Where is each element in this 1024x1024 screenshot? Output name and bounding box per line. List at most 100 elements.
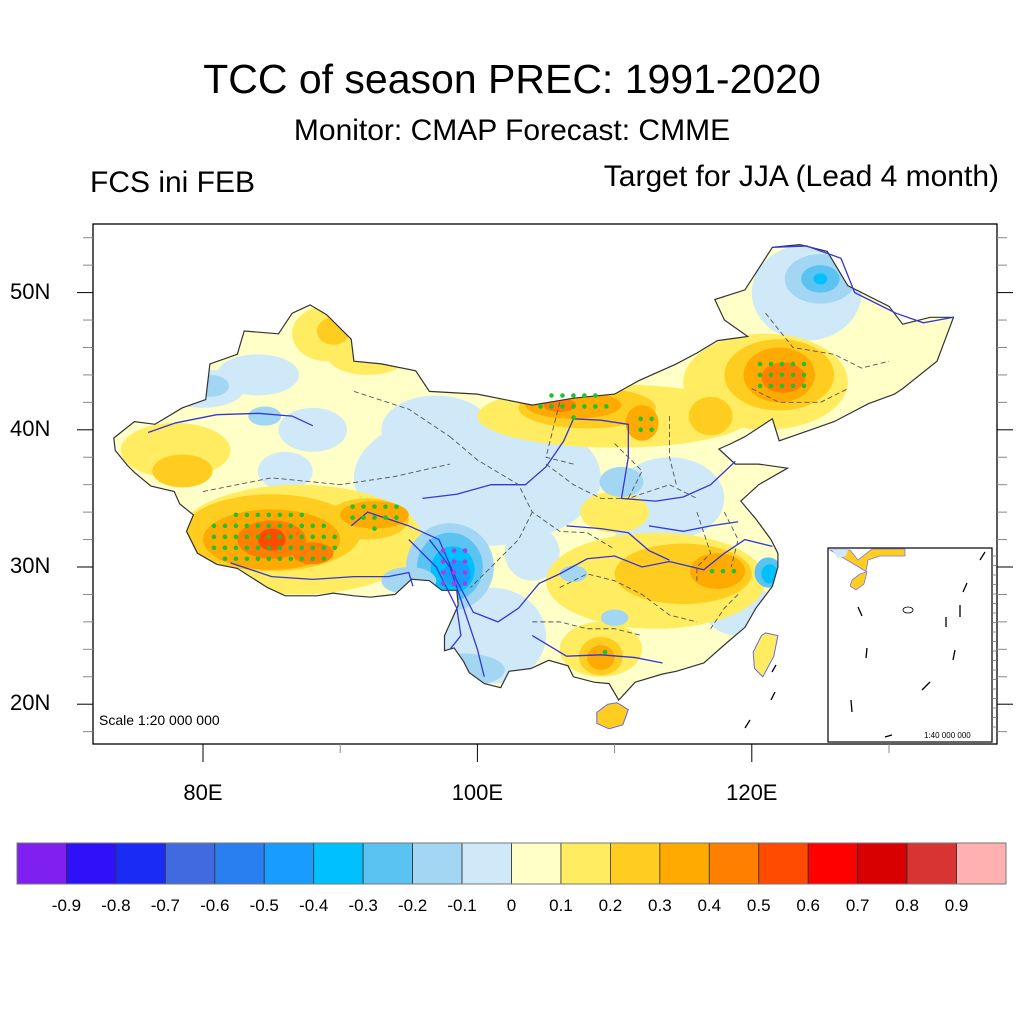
stipple-dot	[288, 545, 294, 551]
inset-island	[902, 606, 914, 614]
stipple-dot	[582, 393, 587, 398]
stipple-dot	[801, 361, 807, 367]
contour-region	[688, 396, 733, 436]
figure-subtitle: Monitor: CMAP Forecast: CMME	[293, 114, 731, 147]
stipple-dot	[255, 545, 261, 551]
colorbar-frame	[16, 842, 1007, 885]
stipple-dot	[266, 556, 272, 562]
nine-dash-line-segment	[921, 681, 931, 691]
stipple-dot	[361, 515, 366, 520]
river	[428, 539, 485, 677]
stipple-dot	[801, 383, 807, 389]
stipple-dot	[790, 372, 796, 378]
province-border	[669, 416, 677, 485]
stipple-dot	[350, 504, 355, 509]
province-border	[710, 594, 739, 629]
stipple-dot	[462, 559, 468, 564]
stipple-dot	[731, 568, 737, 574]
nine-dash-line-segment	[770, 691, 776, 701]
province-borders	[202, 312, 890, 637]
stipple-dot	[361, 504, 366, 509]
stipple-dot	[244, 556, 250, 562]
stipple-dot	[604, 404, 609, 409]
lon-tick-label: 80E	[183, 780, 223, 805]
colorbar-box	[610, 842, 661, 885]
stipple-dot	[288, 512, 294, 518]
taiwan-island	[752, 632, 779, 678]
stipple-dot	[266, 534, 272, 540]
colorbar-tick-label: -0.3	[348, 896, 378, 915]
province-border	[723, 511, 739, 568]
lat-tick-label: 30N	[10, 553, 51, 578]
stipple-dot	[288, 556, 294, 562]
stipple-dot	[560, 404, 565, 409]
inset-scale-label: 1:40 000 000	[924, 731, 971, 740]
hainan-island	[596, 702, 629, 730]
stipple-dot	[593, 393, 598, 398]
stipple-dot	[372, 515, 377, 520]
stipple-dot	[757, 383, 763, 389]
stipple-dot	[244, 545, 250, 551]
contour-region	[152, 454, 213, 488]
nine-dash-line-segment	[771, 664, 777, 673]
stipple-dot	[299, 556, 305, 562]
figure-title: TCC of season PREC: 1991-2020	[203, 56, 821, 102]
province-border	[545, 463, 698, 499]
river	[350, 511, 773, 623]
contour-region	[422, 653, 505, 687]
colorbar-box	[956, 842, 1007, 885]
contour-region	[559, 565, 588, 583]
stipple-dot	[757, 372, 763, 378]
stipple-dot	[277, 534, 283, 540]
contour-region	[587, 645, 615, 670]
stipple-dot	[255, 512, 261, 518]
contour-region	[278, 407, 348, 452]
stipple-dot	[462, 570, 468, 575]
stipple-dot	[321, 534, 327, 540]
stipple-dot	[255, 534, 261, 540]
stipple-dot	[288, 534, 294, 540]
stipple-dot	[299, 545, 305, 551]
inset-region	[832, 550, 848, 558]
contour-region	[690, 553, 745, 589]
stipple-dot	[332, 545, 338, 551]
stipple-dot	[768, 361, 774, 367]
colorbar-tick-label: -0.9	[51, 896, 82, 915]
colorbar-box	[214, 842, 265, 885]
colorbar-box	[412, 842, 463, 885]
axis-ticks	[77, 237, 1013, 762]
colorbar-tick-label: -0.4	[299, 896, 329, 915]
stipple-dot	[462, 548, 468, 553]
stipple-dot	[244, 534, 250, 540]
colorbar-box	[164, 842, 216, 885]
lat-tick-label: 20N	[10, 690, 51, 716]
stipple-dot	[266, 545, 272, 551]
colorbar-tick-label: -0.2	[397, 896, 428, 915]
stipple-dot	[593, 404, 598, 409]
stipple-dot	[222, 523, 228, 529]
contour-region	[580, 491, 649, 533]
stipple-dot	[440, 581, 446, 586]
china-border	[113, 243, 955, 702]
stipple-dot	[233, 523, 239, 529]
lat-tick-label: 50N	[10, 278, 51, 304]
stipple-dot	[277, 512, 283, 518]
stipple-dot	[350, 515, 355, 520]
colorbar-box	[263, 842, 315, 885]
lat-tick-label: 40N	[10, 415, 51, 441]
stipple-dot	[757, 361, 763, 367]
stipple-dot	[310, 545, 316, 551]
stipple-dot	[321, 556, 327, 562]
province-border	[470, 511, 533, 588]
stipple-dot	[768, 383, 774, 389]
colorbar-box	[362, 842, 413, 885]
stipple-dot	[266, 512, 272, 518]
stipple-dot	[549, 393, 554, 398]
colorbar-tick-label: -0.7	[150, 896, 180, 915]
stipple-dot	[222, 545, 228, 551]
stipple-dot	[790, 361, 796, 367]
contour-region	[381, 395, 492, 465]
province-border	[545, 402, 574, 465]
colorbar-tick-label: -0.1	[447, 896, 477, 915]
